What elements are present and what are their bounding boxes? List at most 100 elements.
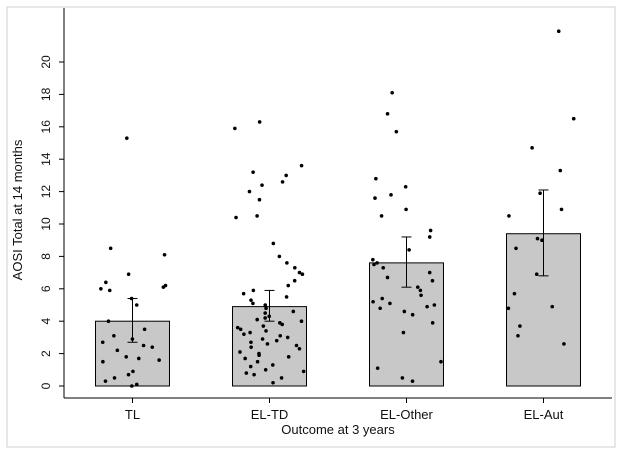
data-point (407, 248, 411, 252)
data-point (248, 330, 252, 335)
x-ticks-layer: TL EL-TD EL-Other EL-Aut (125, 398, 564, 422)
data-point (278, 321, 282, 325)
data-point (372, 262, 376, 267)
data-point (162, 252, 167, 257)
data-point (255, 359, 260, 364)
data-point (294, 343, 299, 348)
data-point (299, 319, 304, 324)
data-point (299, 163, 304, 168)
data-point (390, 90, 394, 95)
data-point (556, 29, 561, 34)
data-point (271, 241, 276, 246)
data-point (249, 340, 253, 345)
x-tick-label: EL-Other (380, 407, 433, 422)
data-point (251, 288, 256, 293)
y-tick-label: 12 (39, 185, 53, 199)
y-tick-label: 0 (39, 382, 53, 389)
data-point (243, 356, 247, 361)
data-point (126, 272, 131, 277)
data-point (238, 350, 242, 354)
data-point (107, 288, 112, 293)
x-tick-label: EL-TD (251, 407, 289, 422)
data-point (507, 214, 511, 218)
data-point (373, 196, 377, 200)
data-point (428, 228, 433, 233)
y-tick-label: 4 (39, 318, 53, 325)
data-point (99, 287, 103, 291)
data-point (248, 364, 253, 369)
data-point (244, 371, 249, 375)
data-point (378, 306, 382, 311)
data-point (142, 327, 147, 332)
data-point (404, 207, 408, 212)
data-point (157, 358, 161, 362)
data-point (419, 293, 423, 298)
data-point (418, 288, 423, 293)
data-point (274, 338, 279, 343)
data-point (112, 376, 117, 380)
data-point (512, 291, 517, 296)
data-point (108, 246, 113, 251)
data-point (131, 369, 135, 374)
data-point (163, 283, 168, 288)
data-point (516, 333, 520, 338)
data-point (251, 301, 255, 306)
data-point (403, 184, 408, 189)
y-tick-label: 16 (39, 120, 53, 134)
data-point (263, 311, 268, 315)
data-point (261, 324, 266, 328)
data-point (380, 296, 385, 301)
data-point (241, 291, 246, 296)
data-point (260, 183, 264, 187)
data-point (280, 180, 285, 184)
data-point (430, 321, 435, 325)
data-point (284, 173, 288, 178)
x-tick-label: TL (125, 407, 140, 422)
data-point (550, 304, 555, 309)
data-point (535, 236, 540, 241)
y-tick-label: 18 (39, 87, 53, 101)
data-point (375, 366, 380, 370)
y-tick-label: 6 (39, 285, 53, 292)
data-point (279, 376, 284, 380)
data-point (401, 330, 406, 335)
data-point (430, 278, 435, 283)
data-point (400, 376, 405, 380)
y-axis-label: AOSI Total at 14 months (10, 139, 25, 280)
data-point (125, 136, 129, 140)
data-point (271, 363, 275, 367)
y-tick-label: 20 (39, 55, 53, 69)
data-point (251, 170, 255, 174)
data-point (124, 355, 129, 359)
data-point (247, 189, 252, 194)
data-point (402, 309, 407, 314)
data-point (134, 303, 139, 307)
data-point (410, 312, 415, 317)
data-point (291, 309, 296, 314)
data-point (235, 325, 240, 330)
data-point (293, 265, 297, 270)
data-point (249, 298, 253, 302)
y-tick-label: 14 (39, 152, 53, 166)
data-point (371, 257, 375, 262)
data-point (285, 335, 290, 340)
data-point (514, 246, 518, 251)
data-point (249, 345, 253, 349)
data-point (285, 261, 289, 265)
data-point (134, 382, 139, 387)
data-point (257, 120, 262, 124)
data-point (410, 379, 415, 383)
data-point (257, 197, 262, 202)
data-point (263, 303, 268, 307)
data-point (136, 356, 141, 361)
data-point (432, 303, 437, 307)
data-point (371, 299, 375, 304)
data-point (297, 346, 302, 351)
data-point (103, 379, 108, 383)
data-point (112, 333, 116, 338)
data-point (379, 214, 384, 218)
data-point (381, 265, 386, 270)
data-point (255, 214, 259, 218)
